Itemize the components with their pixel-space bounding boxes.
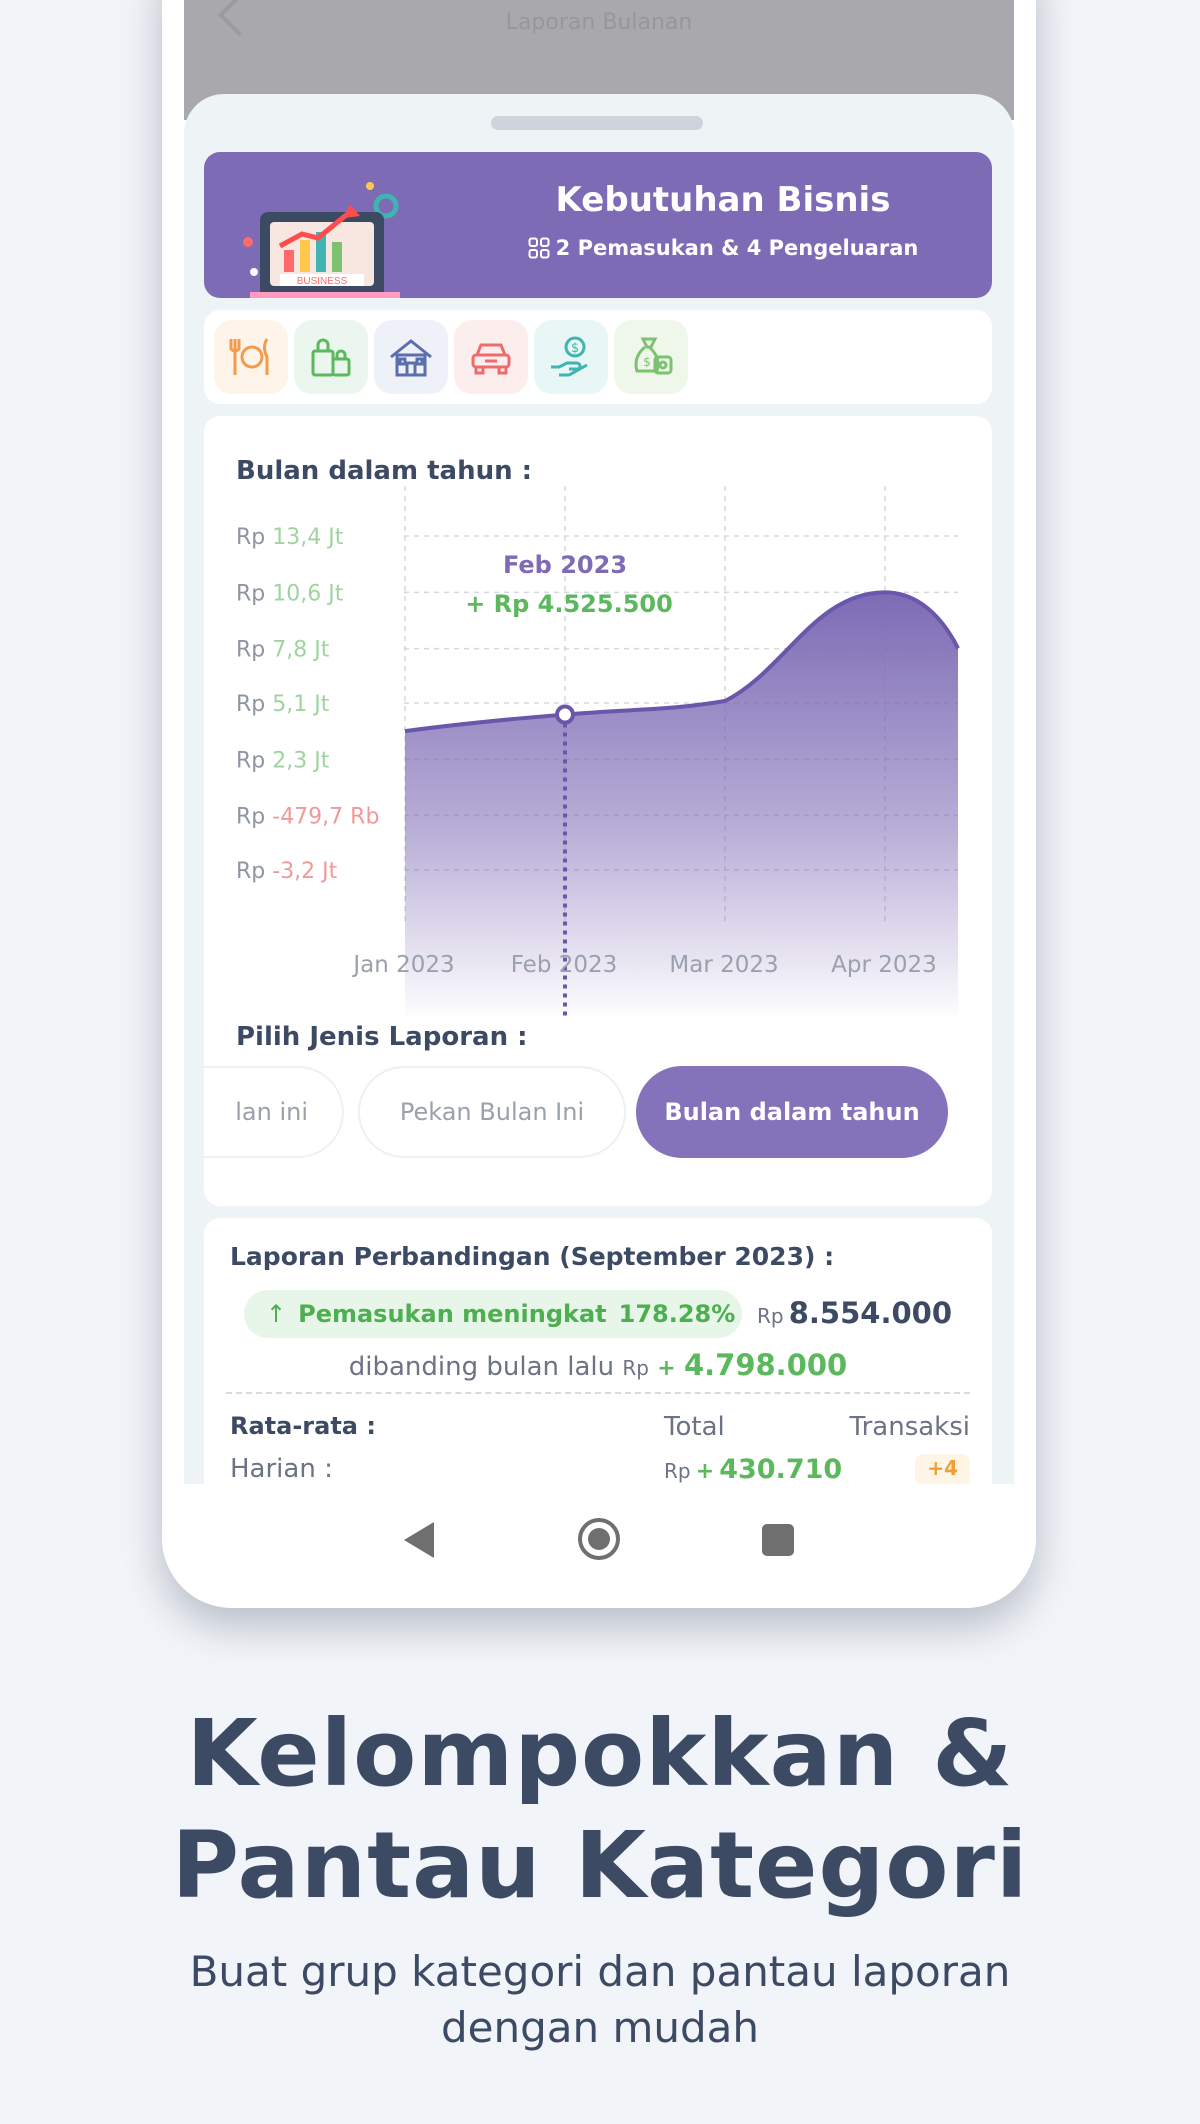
daily-total: Rp + 430.710 — [664, 1454, 842, 1484]
promo-headline: Kelompokkan & Pantau Kategori — [0, 1698, 1200, 1922]
daily-label: Harian : — [230, 1454, 333, 1484]
y-tick-label: Rp 10,6 Jt — [236, 581, 344, 606]
comparison-vs-line: dibanding bulan lalu Rp + 4.798.000 — [204, 1348, 992, 1382]
transaction-column-header: Transaksi — [849, 1412, 970, 1442]
total-column-header: Total — [664, 1412, 725, 1442]
category-savings[interactable]: $ — [614, 320, 688, 394]
y-tick-label: Rp 5,1 Jt — [236, 692, 330, 717]
chart-heading: Bulan dalam tahun : — [236, 456, 533, 486]
daily-amount: 430.710 — [719, 1454, 843, 1484]
system-nav-bar — [162, 1484, 1036, 1608]
phone-frame: Laporan Bulanan BUSINESS — [162, 0, 1036, 1608]
x-tick-label: Jan 2023 — [351, 952, 454, 978]
daily-currency: Rp — [664, 1459, 691, 1483]
fork-knife-plate-icon — [229, 338, 269, 375]
tooltip-value: + Rp 4.525.500 — [465, 590, 673, 618]
promo-subline: Buat grup kategori dan pantau laporan de… — [0, 1944, 1200, 2056]
tooltip-month: Feb 2023 — [503, 551, 627, 579]
hand-coin-icon: $ — [551, 336, 588, 377]
comparison-title: Laporan Perbandingan (September 2023) : — [230, 1242, 835, 1271]
increase-label: Pemasukan meningkat — [298, 1300, 607, 1328]
vs-amount: 4.798.000 — [683, 1348, 848, 1382]
car-icon — [471, 343, 511, 375]
vs-text: dibanding bulan lalu — [348, 1352, 615, 1382]
comparison-amount: Rp 8.554.000 — [204, 1296, 952, 1330]
report-type-selector: lan ini Pekan Bulan Ini Bulan dalam tahu… — [204, 1066, 992, 1162]
promo-headline-line-1: Kelompokkan & — [186, 1700, 1014, 1807]
category-income[interactable]: $ — [534, 320, 608, 394]
arrow-up-icon: ↑ — [266, 1300, 287, 1328]
nav-recent-apps-icon[interactable] — [762, 1524, 794, 1556]
svg-text:BUSINESS: BUSINESS — [297, 276, 348, 287]
promo-subline-line-1: Buat grup kategori dan pantau laporan — [189, 1947, 1011, 1996]
promo-subline-line-2: dengan mudah — [440, 2003, 760, 2052]
money-bag-icon: $ — [634, 337, 673, 375]
vs-currency: Rp — [622, 1356, 649, 1380]
category-food[interactable] — [214, 320, 288, 394]
group-subtitle-text: 2 Pemasukan & 4 Pengeluaran — [555, 236, 919, 260]
grid-icon — [528, 237, 550, 259]
income-increase-badge: ↑ Pemasukan meningkat 178.28% — [244, 1290, 742, 1338]
y-tick-label: Rp -479,7 Rb — [236, 804, 379, 829]
backdrop-title: Laporan Bulanan — [505, 10, 693, 35]
increase-percent: 178.28% — [618, 1300, 736, 1328]
house-icon — [390, 339, 432, 377]
report-option-week-this-month[interactable]: Pekan Bulan Ini — [358, 1066, 626, 1158]
report-option-month-in-year[interactable]: Bulan dalam tahun — [636, 1066, 948, 1158]
x-tick-label: Mar 2023 — [669, 952, 778, 978]
bottom-sheet: BUSINESS Kebutuhan Bisnis 2 Pemasukan & … — [184, 94, 1014, 1484]
monthly-area-chart[interactable]: Rp 13,4 Jt Rp 10,6 Jt Rp 7,8 Jt Rp 5,1 Jt Rp… — [204, 416, 992, 1016]
chart-card: Bulan dalam tahun : Rp 13,4 Jt Rp 10,6 Jt… — [204, 416, 992, 1206]
report-option-this-month[interactable]: lan ini — [204, 1066, 344, 1158]
group-header-card: BUSINESS Kebutuhan Bisnis 2 Pemasukan & … — [204, 152, 992, 298]
dashed-divider — [226, 1392, 970, 1394]
y-tick-label: Rp 13,4 Jt — [236, 525, 344, 550]
series-line — [404, 590, 960, 734]
selected-point[interactable] — [555, 704, 575, 725]
category-transport[interactable] — [454, 320, 528, 394]
average-label: Rata-rata : — [230, 1412, 376, 1440]
group-title: Kebutuhan Bisnis — [555, 180, 891, 220]
comparison-report-card: Laporan Perbandingan (September 2023) : … — [204, 1218, 992, 1484]
daily-transaction-count-badge: +4 — [915, 1454, 970, 1484]
x-tick-label: Apr 2023 — [831, 952, 937, 978]
category-icon-row: $ $ — [204, 310, 992, 404]
x-tick-label: Feb 2023 — [511, 952, 618, 978]
vs-sign: + — [657, 1356, 676, 1381]
nav-home-icon[interactable] — [576, 1516, 622, 1562]
comparison-amount-value: 8.554.000 — [788, 1296, 952, 1330]
series-area — [405, 592, 958, 1016]
y-tick-label: Rp -3,2 Jt — [236, 859, 338, 884]
y-tick-label: Rp 2,3 Jt — [236, 748, 330, 773]
sheet-drag-handle[interactable] — [491, 116, 703, 130]
svg-text:$: $ — [643, 355, 651, 369]
promo-headline-line-2: Pantau Kategori — [171, 1812, 1029, 1919]
category-shopping[interactable] — [294, 320, 368, 394]
shopping-bags-icon — [311, 338, 351, 377]
currency-label: Rp — [757, 1304, 784, 1328]
report-type-heading: Pilih Jenis Laporan : — [236, 1022, 528, 1052]
daily-sign: + — [695, 1459, 715, 1484]
group-subtitle: 2 Pemasukan & 4 Pengeluaran — [454, 236, 992, 260]
category-house[interactable] — [374, 320, 448, 394]
business-laptop-illustration-icon: BUSINESS — [243, 182, 400, 298]
nav-back-icon[interactable] — [402, 1520, 436, 1560]
y-tick-label: Rp 7,8 Jt — [236, 638, 330, 663]
svg-text:$: $ — [571, 341, 579, 356]
